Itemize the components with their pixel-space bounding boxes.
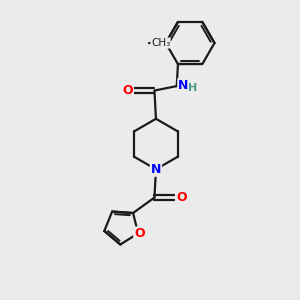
Text: N: N xyxy=(178,79,189,92)
Text: O: O xyxy=(122,84,133,97)
Text: H: H xyxy=(188,83,197,94)
Text: CH₃: CH₃ xyxy=(151,38,170,48)
Text: O: O xyxy=(134,227,145,240)
Text: O: O xyxy=(176,191,187,204)
Text: N: N xyxy=(151,163,161,176)
